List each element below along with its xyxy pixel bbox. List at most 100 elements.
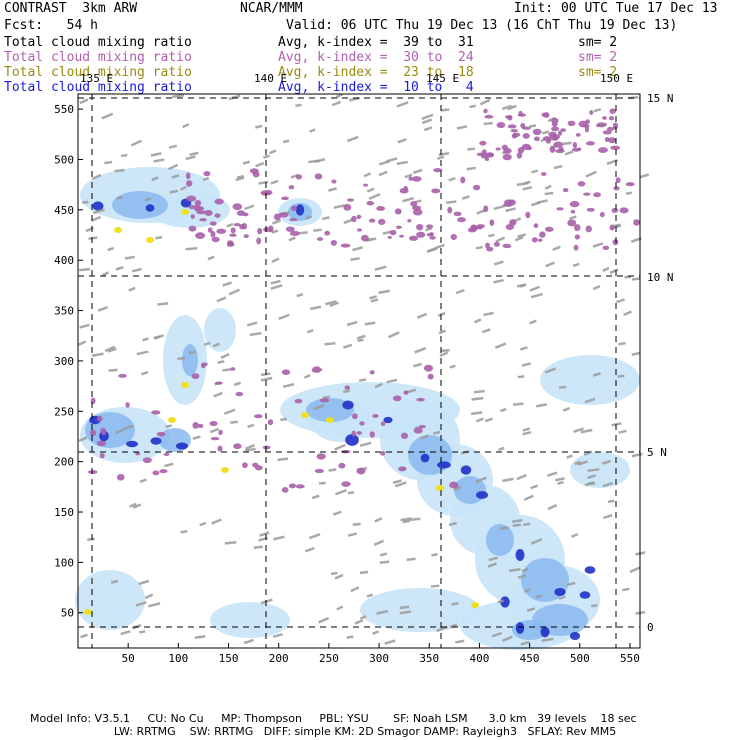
cloud-speckle-upper xyxy=(615,177,621,184)
cloud-speckle-upper xyxy=(574,234,581,240)
y-tick-label: 350 xyxy=(54,305,74,318)
y-tick-label: 50 xyxy=(61,607,74,620)
cloud-speckle xyxy=(352,522,361,526)
cloud-speckle xyxy=(587,468,600,473)
cloud-speckle xyxy=(226,222,234,228)
cloud-speckle xyxy=(455,288,465,295)
cloud-speckle-upper xyxy=(254,465,263,471)
cloud-speckle xyxy=(471,396,484,401)
cloud-speckle xyxy=(629,566,641,574)
cloud-band xyxy=(540,355,640,405)
cloud-speckle xyxy=(124,255,135,260)
cloud-speckle xyxy=(488,233,495,238)
cloud-speckle-upper xyxy=(100,427,107,434)
cloud-speckle xyxy=(182,123,190,129)
cloud-speckle xyxy=(272,633,283,638)
x-tick-label: 150 xyxy=(219,652,239,665)
cloud-speckle-upper xyxy=(344,385,351,390)
cloud-speckle xyxy=(335,488,347,496)
cloud-speckle xyxy=(530,537,543,545)
cloud-speckle xyxy=(328,468,337,472)
field-smoothing: sm= 2 xyxy=(578,50,618,65)
cloud-speckle xyxy=(260,598,273,605)
cloud-speckle-upper xyxy=(204,209,213,217)
cloud-speckle xyxy=(517,375,525,379)
cloud-speckle-upper xyxy=(267,419,274,426)
cloud-speckle xyxy=(617,374,625,378)
cloud-speckle xyxy=(223,408,236,416)
cloud-speckle xyxy=(631,277,641,281)
cloud-speckle-upper xyxy=(281,369,291,376)
cloud-speckle xyxy=(110,579,119,584)
cloud-speckle xyxy=(308,159,320,164)
cloud-speckle xyxy=(455,639,465,644)
cloud-speckle xyxy=(423,126,433,132)
cloud-speckle xyxy=(305,215,313,220)
cloud-band xyxy=(150,192,230,228)
cloud-speckle xyxy=(577,460,588,466)
cloud-speckle-upper xyxy=(279,212,289,218)
longitude-label: 140 E xyxy=(254,72,287,85)
cloud-speckle xyxy=(262,154,271,159)
cloud-speckle-upper xyxy=(416,397,425,402)
cloud-speckle xyxy=(440,348,450,353)
cloud-speckle-upper xyxy=(507,199,516,206)
y-tick-label: 300 xyxy=(54,355,74,368)
cloud-speckle xyxy=(456,125,468,130)
cloud-speckle xyxy=(101,271,110,277)
cloud-speckle-mid xyxy=(146,237,154,243)
cloud-speckle xyxy=(130,139,142,147)
cloud-speckle xyxy=(202,176,210,182)
cloud-speckle xyxy=(194,635,206,639)
cloud-speckle xyxy=(566,581,576,587)
cloud-speckle-upper xyxy=(525,211,531,219)
cloud-speckle xyxy=(368,193,381,200)
cloud-speckle xyxy=(209,427,220,434)
cloud-speckle xyxy=(280,417,287,422)
cloud-speckle xyxy=(295,103,302,108)
cloud-speckle xyxy=(88,236,98,241)
cloud-speckle-upper xyxy=(510,129,519,133)
cloud-speckle-upper xyxy=(243,234,249,239)
cloud-speckle xyxy=(558,385,567,389)
cloud-speckle-upper xyxy=(330,239,337,246)
cloud-speckle xyxy=(618,341,626,346)
cloud-speckle-upper xyxy=(457,217,466,223)
cloud-speckle xyxy=(334,573,344,580)
cloud-speckle xyxy=(566,454,573,459)
cloud-speckle xyxy=(569,215,577,221)
cloud-speckle-upper xyxy=(338,462,346,469)
cloud-speckle xyxy=(494,342,507,350)
cloud-dense xyxy=(579,591,591,599)
cloud-speckle-upper xyxy=(413,427,423,434)
y-tick-label: 550 xyxy=(54,103,74,116)
latitude-label: 0 xyxy=(647,621,654,634)
cloud-speckle xyxy=(139,478,147,483)
cloud-speckle xyxy=(233,381,241,387)
cloud-speckle-upper xyxy=(324,230,331,236)
cloud-speckle-upper xyxy=(195,232,206,240)
cloud-speckle xyxy=(331,100,342,107)
y-tick-label: 100 xyxy=(54,556,74,569)
cloud-speckle xyxy=(270,179,279,185)
cloud-speckle-upper xyxy=(151,410,161,415)
cloud-speckle xyxy=(446,200,457,205)
cloud-speckle-upper xyxy=(575,132,581,137)
cloud-speckle xyxy=(399,605,410,610)
cloud-speckle-upper xyxy=(612,239,619,246)
model-info-line-1: Model Info: V3.5.1 CU: No Cu MP: Thompso… xyxy=(30,712,637,725)
cloud-speckle-upper xyxy=(363,183,369,187)
cloud-speckle-upper xyxy=(572,142,578,149)
cloud-speckle-upper xyxy=(196,210,207,215)
cloud-speckle xyxy=(321,216,330,221)
cloud-speckle xyxy=(230,420,238,424)
cloud-speckle xyxy=(242,160,251,165)
x-tick-label: 350 xyxy=(419,652,439,665)
cloud-speckle xyxy=(151,176,159,182)
cloud-speckle-mid xyxy=(326,417,334,423)
cloud-speckle xyxy=(347,491,355,495)
cloud-speckle xyxy=(120,629,131,636)
cloud-speckle-upper xyxy=(521,126,531,130)
cloud-speckle-upper xyxy=(236,210,246,216)
field-smoothing: sm= 2 xyxy=(578,65,618,80)
